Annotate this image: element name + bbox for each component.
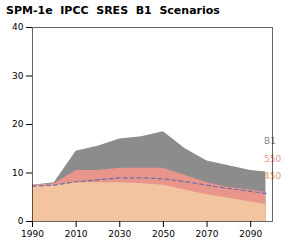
svg-text:2010: 2010 <box>65 229 88 239</box>
html-text:SPM-1e IPCC SRES B1 Scenarios: SPM-1e IPCC SRES B1 Scenarios <box>6 4 220 17</box>
svg-text:550: 550 <box>264 154 282 165</box>
svg-text:2070: 2070 <box>196 229 219 239</box>
svg-text:B1: B1 <box>264 136 276 146</box>
svg-text:2030: 2030 <box>108 229 131 239</box>
svg-text:30: 30 <box>12 71 24 81</box>
svg-text:40: 40 <box>12 22 24 32</box>
svg-text:2050: 2050 <box>152 229 175 239</box>
svg-text:10: 10 <box>12 168 24 178</box>
svg-text:0: 0 <box>18 216 24 226</box>
svg-text:1990: 1990 <box>21 229 44 239</box>
svg-text:2090: 2090 <box>239 229 262 239</box>
svg-text:450: 450 <box>264 170 282 181</box>
svg-text:20: 20 <box>12 119 24 129</box>
